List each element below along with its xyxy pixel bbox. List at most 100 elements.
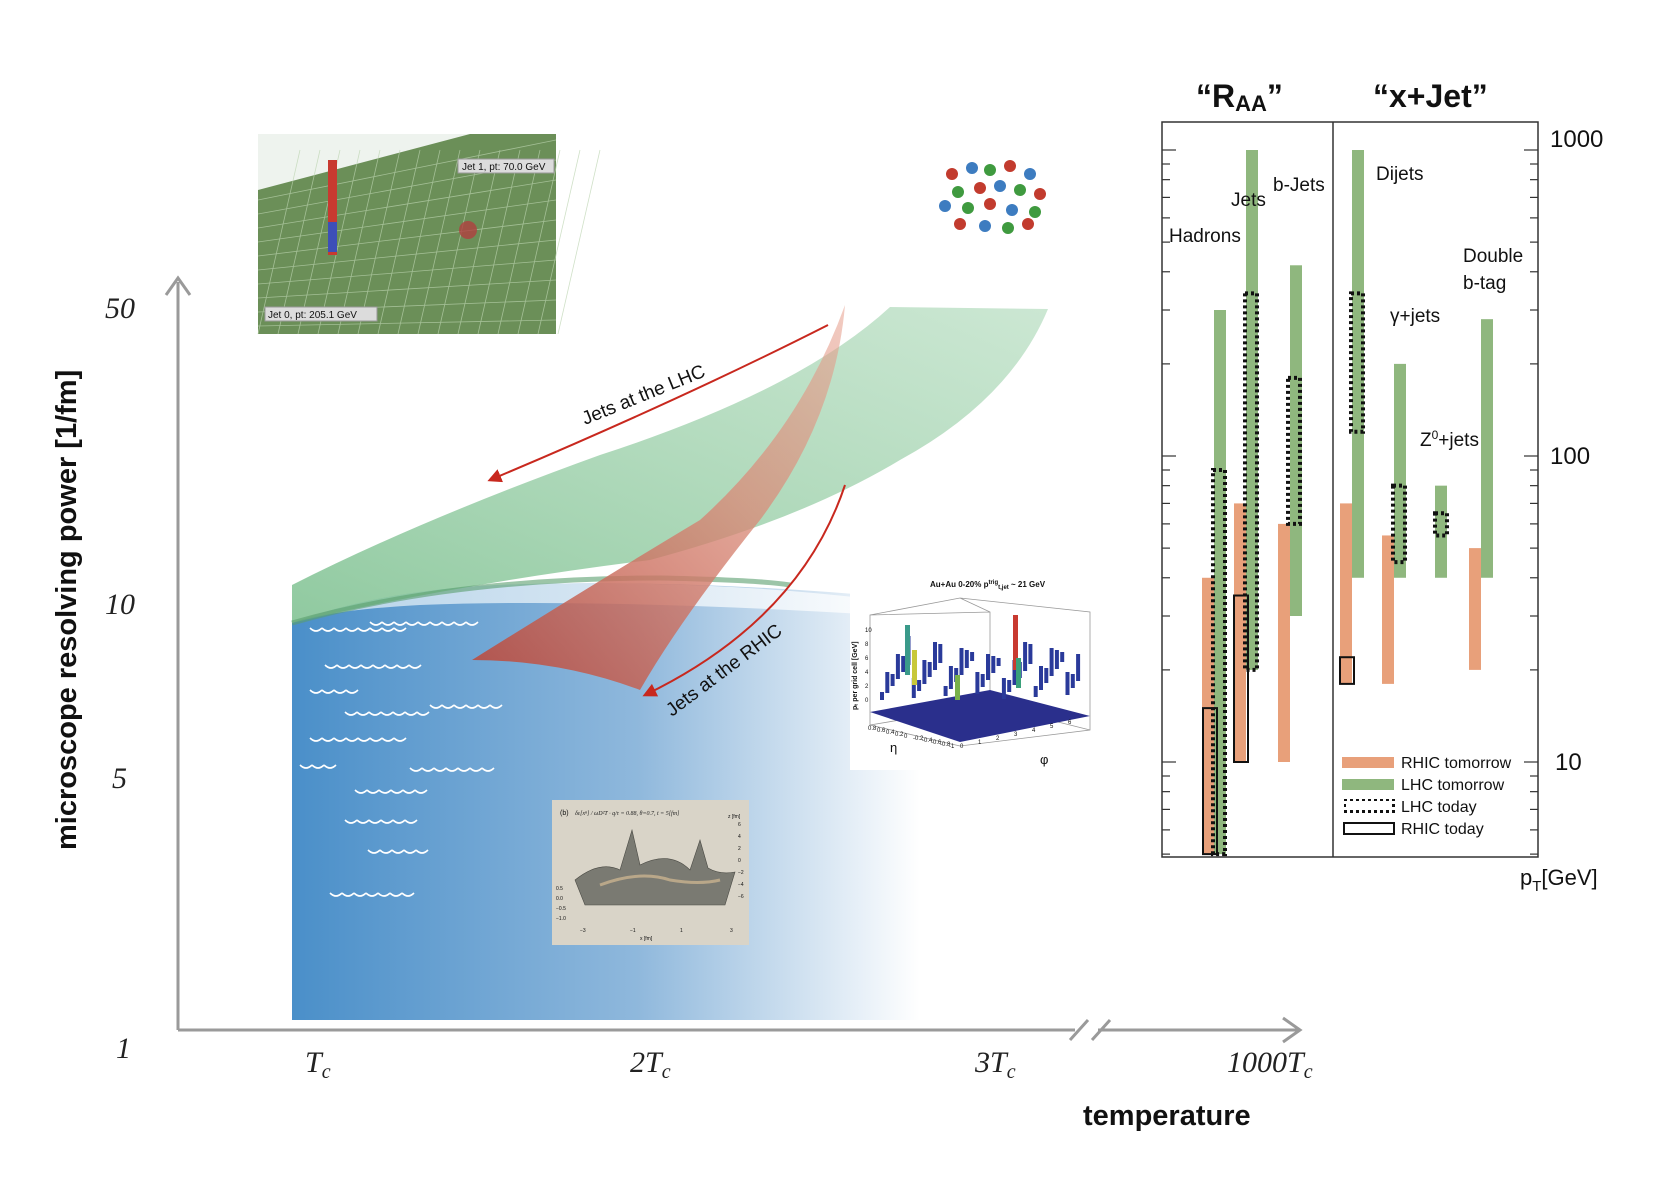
atom: [952, 186, 964, 198]
inset-surface-plot: (b) δε[xⁿ] / ωD²T · q/τ = 0.88, θ=0.7, t…: [552, 800, 749, 945]
atom: [966, 162, 978, 174]
surface-x-tick: −1: [630, 928, 636, 934]
pt-axis-label: pT[GeV]: [1520, 865, 1598, 895]
jet0-tower: [328, 160, 337, 255]
dijets-lhc-tomorrow-bar: [1352, 150, 1364, 578]
surface-z-tick: 2: [738, 846, 741, 852]
jets-rhic-tomorrow-bar: [1234, 503, 1246, 762]
lego-grid-line: [257, 279, 557, 299]
tower: [1054, 650, 1059, 669]
label-gammajets: γ+jets: [1390, 306, 1440, 327]
atom: [984, 198, 996, 210]
surface-x-label: x [fm]: [640, 936, 653, 942]
wave-mark: [429, 704, 503, 709]
jet0-tower-base: [328, 222, 337, 252]
atom: [1014, 184, 1026, 196]
legend-label-lhc-today: LHC today: [1401, 799, 1477, 816]
lego-grid-line: [397, 149, 441, 335]
double-btag-lhc-tomorrow-bar: [1481, 319, 1493, 578]
surface-z-tick: −6: [738, 894, 744, 900]
wave-mark: [299, 764, 337, 769]
legend: RHIC tomorrow LHC tomorrow LHC today RHI…: [1342, 755, 1512, 838]
hadrons-lhc-today-bar: [1211, 468, 1227, 857]
tower: [1007, 680, 1012, 692]
atom: [1034, 188, 1046, 200]
z-tick: 0: [865, 698, 869, 704]
phi-tick: 3: [1014, 732, 1018, 738]
inset-molecule: [939, 160, 1046, 234]
eta-tick: -0.2: [913, 736, 924, 742]
tower: [1065, 672, 1070, 695]
tower: [970, 652, 975, 661]
liquid-waves: [299, 621, 503, 897]
tower: [885, 672, 890, 693]
auau-phi-ticks: 0 1 2 3 4 5 6: [960, 720, 1072, 750]
atom: [984, 164, 996, 176]
z-tick: 8: [865, 642, 869, 648]
wave-mark: [367, 849, 429, 854]
pt-tick-100: 100: [1550, 443, 1590, 470]
tower: [996, 658, 1001, 666]
label-bjets: b-Jets: [1273, 175, 1325, 196]
tower: [927, 662, 932, 677]
tower: [1028, 644, 1033, 664]
phi-tick: 1: [978, 740, 982, 746]
lego-grid-line: [257, 239, 557, 271]
tower: [964, 650, 969, 668]
tower-spike: [1013, 615, 1018, 670]
inset-jets-lego: Jet 1, pt: 70.0 GeV Jet 0, pt: 205.1 GeV: [257, 134, 601, 335]
legend-label-lhc-tomorrow: LHC tomorrow: [1401, 777, 1505, 794]
auau-z-label: pₜ per grid cell [GeV]: [852, 641, 859, 710]
tower: [948, 666, 953, 689]
auau-floor: [870, 690, 1090, 742]
atom: [1029, 206, 1041, 218]
wave-mark: [369, 621, 479, 626]
lego-grid-line: [257, 259, 557, 285]
pt-tick-10: 10: [1555, 749, 1582, 776]
atom: [974, 182, 986, 194]
y-tick-50: 50: [105, 292, 135, 325]
surface-z-tick: 0: [738, 858, 741, 864]
tower-spike: [912, 650, 917, 685]
legend-swatch-lhc-today: [1342, 799, 1396, 814]
tower-spike: [1016, 658, 1021, 688]
auau-title: Au+Au 0-20% ptrigt,jet ~ 21 GeV: [930, 580, 1046, 591]
lego-grid-line: [497, 149, 541, 335]
pt-tick-1000: 1000: [1550, 126, 1603, 153]
double-btag-rhic-tomorrow-bar: [1469, 548, 1481, 670]
tower: [980, 674, 985, 687]
lego-grid-line: [337, 149, 381, 335]
z-tick: 2: [865, 684, 869, 690]
jet1-cluster: [459, 221, 477, 239]
lego-grid-line: [377, 149, 421, 335]
lhc-band-edge: [291, 575, 791, 626]
tower: [1033, 686, 1038, 697]
tower: [1012, 660, 1017, 685]
x-axis-arrowhead: [1282, 1016, 1303, 1044]
right-frame: [1161, 121, 1539, 858]
jet0-label-box: [264, 306, 378, 322]
jet1-label-box: [457, 158, 555, 174]
surface-x-tick: 1: [680, 928, 683, 934]
eta-tick: -1: [949, 744, 955, 750]
eta-tick: 0.8: [868, 726, 877, 732]
wave-mark: [354, 789, 428, 794]
surface-panel-label: (b): [560, 810, 569, 817]
atom: [939, 200, 951, 212]
tower: [986, 654, 990, 680]
eta-tick: -0.8: [940, 742, 951, 748]
phi-tick: 0: [960, 744, 964, 750]
header-xjet: “x+Jet”: [1373, 78, 1488, 114]
surface-formula: δε[xⁿ] / ωD²T · q/τ = 0.88, θ=0.7, t = 5…: [575, 810, 680, 817]
gammajets-lhc-today-bar: [1391, 483, 1407, 565]
jet0-label: Jet 0, pt: 205.1 GeV: [268, 310, 357, 321]
dijets-rhic-tomorrow-bar: [1340, 503, 1352, 684]
atom: [1024, 168, 1036, 180]
atom: [954, 218, 966, 230]
surface-v-tick: 0.5: [556, 886, 563, 892]
jets-rhic-today-bar: [1233, 594, 1249, 764]
tower: [933, 642, 937, 670]
tower: [1044, 668, 1049, 683]
tower: [922, 660, 927, 684]
lego-grid-line: [257, 219, 557, 257]
